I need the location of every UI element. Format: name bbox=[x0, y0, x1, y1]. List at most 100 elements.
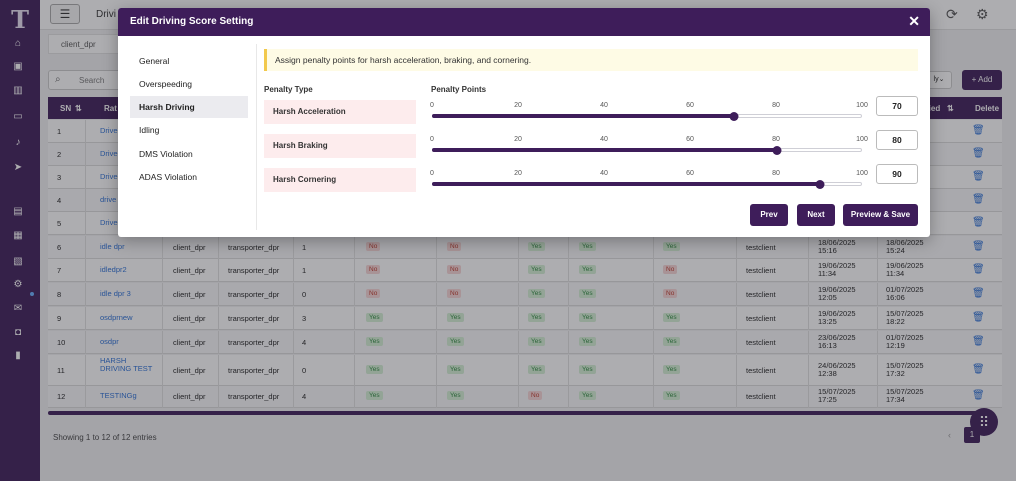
slider-thumb[interactable] bbox=[772, 146, 782, 155]
next-button[interactable]: Next bbox=[797, 204, 835, 226]
add-button[interactable]: + Add bbox=[962, 70, 1002, 90]
home-icon[interactable]: ⌂ bbox=[14, 38, 22, 49]
modal-nav-item[interactable]: Overspeeding bbox=[139, 79, 192, 89]
penalty-type-label: Harsh Braking bbox=[264, 134, 416, 158]
slider-thumb[interactable] bbox=[815, 180, 825, 189]
modal-nav-item[interactable]: ADAS Violation bbox=[139, 172, 197, 182]
cell-divider bbox=[568, 283, 569, 306]
cell-divider bbox=[568, 307, 569, 330]
row-name-link[interactable]: Drive bbox=[100, 218, 118, 227]
trash-icon[interactable]: 🗑 bbox=[972, 148, 985, 159]
row-name-link[interactable]: TESTINGg bbox=[100, 391, 137, 400]
row-created-by: testclient bbox=[746, 243, 776, 252]
filter-dropdown[interactable]: ly⌄ bbox=[926, 71, 952, 89]
cell-divider bbox=[85, 307, 86, 330]
row-name-link[interactable]: HARSH DRIVING TEST bbox=[100, 356, 153, 373]
slider-tick-label: 60 bbox=[686, 170, 694, 177]
trash-icon[interactable]: 🗑 bbox=[972, 364, 985, 375]
col-modified[interactable]: fied bbox=[926, 104, 941, 113]
prev-button[interactable]: Prev bbox=[750, 204, 788, 226]
apps-grid-icon[interactable]: ⠿ bbox=[970, 408, 998, 436]
cell-divider bbox=[85, 143, 86, 166]
cell-divider bbox=[436, 355, 437, 386]
cell-divider bbox=[877, 307, 878, 330]
row-name-link[interactable]: osdpr bbox=[100, 337, 119, 346]
cell-divider bbox=[218, 386, 219, 408]
penalty-slider[interactable] bbox=[432, 112, 862, 121]
row-name-link[interactable]: Drive Hd bbox=[100, 149, 130, 158]
status-badge: No bbox=[366, 265, 381, 274]
gear-icon[interactable]: ⚙ bbox=[13, 279, 23, 290]
sort-icon[interactable]: ⇅ bbox=[75, 104, 82, 113]
row-name-link[interactable]: drive bbox=[100, 195, 117, 204]
settings-icon[interactable]: ⚙ bbox=[976, 6, 989, 22]
cell-divider bbox=[808, 307, 809, 330]
horizontal-scrollbar[interactable] bbox=[48, 411, 978, 415]
id-card-icon[interactable]: ▭ bbox=[13, 111, 23, 122]
col-sn[interactable]: SN bbox=[60, 104, 72, 113]
document-icon[interactable]: ▧ bbox=[13, 256, 23, 267]
row-name-link[interactable]: Drive OS bbox=[100, 126, 131, 135]
modal-nav-item[interactable]: DMS Violation bbox=[139, 149, 193, 159]
row-client: client_dpr bbox=[173, 366, 206, 375]
row-name-link[interactable]: idle dpr bbox=[100, 242, 125, 251]
cell-divider bbox=[162, 307, 163, 330]
prev-page-icon[interactable]: ‹ bbox=[948, 430, 951, 440]
row-name-link[interactable]: osdprnew bbox=[100, 313, 133, 322]
sort-icon[interactable]: ⇅ bbox=[947, 104, 954, 113]
trash-icon[interactable]: 🗑 bbox=[972, 312, 985, 323]
fuel-icon[interactable]: ▦ bbox=[13, 230, 23, 241]
status-badge: Yes bbox=[528, 337, 545, 346]
entries-info: Showing 1 to 12 of 12 entries bbox=[53, 433, 157, 442]
trash-icon[interactable]: 🗑 bbox=[972, 264, 985, 275]
report-icon[interactable]: ▤ bbox=[13, 206, 23, 217]
modal-nav-item[interactable]: General bbox=[139, 56, 170, 66]
chart-icon[interactable]: ▥ bbox=[13, 85, 23, 96]
trash-icon[interactable]: 🗑 bbox=[972, 288, 985, 299]
close-icon[interactable]: ✕ bbox=[908, 13, 920, 29]
refresh-icon[interactable]: ⟳ bbox=[946, 6, 958, 22]
cell-divider bbox=[877, 331, 878, 354]
trash-icon[interactable]: 🗑 bbox=[972, 241, 985, 252]
preview-save-button[interactable]: Preview & Save bbox=[843, 204, 918, 226]
trash-icon[interactable]: 🗑 bbox=[972, 125, 985, 136]
penalty-slider[interactable] bbox=[432, 146, 862, 155]
battery-icon[interactable]: ▮ bbox=[15, 350, 21, 361]
trash-icon[interactable]: 🗑 bbox=[972, 171, 985, 182]
row-count: 1 bbox=[302, 266, 307, 275]
active-indicator bbox=[30, 292, 34, 296]
bell-icon[interactable]: ♪ bbox=[15, 137, 21, 148]
modal-nav-item[interactable]: Idling bbox=[139, 125, 160, 135]
col-rating[interactable]: Rat bbox=[104, 104, 117, 113]
row-name-link[interactable]: idledpr2 bbox=[100, 265, 127, 274]
cell-divider bbox=[85, 386, 86, 408]
trash-icon[interactable]: 🗑 bbox=[972, 194, 985, 205]
status-badge: No bbox=[663, 265, 678, 274]
row-modified-at: 19/06/2025 11:34 bbox=[886, 261, 924, 278]
penalty-points-input[interactable]: 70 bbox=[876, 96, 918, 116]
badge-icon[interactable]: ◘ bbox=[14, 327, 22, 338]
row-client: client_dpr bbox=[173, 392, 206, 401]
mail-icon[interactable]: ✉ bbox=[13, 303, 23, 314]
cell-divider bbox=[518, 236, 519, 259]
cell-divider bbox=[162, 283, 163, 306]
cell-divider bbox=[653, 355, 654, 386]
row-name-link[interactable]: Drive ld bbox=[100, 172, 126, 181]
cell-divider bbox=[85, 283, 86, 306]
row-name-link[interactable]: idle dpr 3 bbox=[100, 289, 131, 298]
row-modified-at: 18/06/2025 15:24 bbox=[886, 238, 924, 255]
trash-icon[interactable]: 🗑 bbox=[972, 336, 985, 347]
penalty-slider[interactable] bbox=[432, 180, 862, 189]
car-icon[interactable]: ▣ bbox=[13, 61, 23, 72]
trash-icon[interactable]: 🗑 bbox=[972, 390, 985, 401]
penalty-points-input[interactable]: 90 bbox=[876, 164, 918, 184]
logo-icon: T bbox=[11, 5, 29, 34]
cell-divider bbox=[736, 283, 737, 306]
trash-icon[interactable]: 🗑 bbox=[972, 217, 985, 228]
rocket-icon[interactable]: ➤ bbox=[13, 162, 23, 173]
menu-toggle-button[interactable]: ☰ bbox=[50, 4, 80, 24]
modal-nav-item[interactable]: Harsh Driving bbox=[130, 96, 248, 118]
penalty-points-input[interactable]: 80 bbox=[876, 130, 918, 150]
row-created-by: testclient bbox=[746, 290, 776, 299]
slider-thumb[interactable] bbox=[729, 112, 739, 121]
